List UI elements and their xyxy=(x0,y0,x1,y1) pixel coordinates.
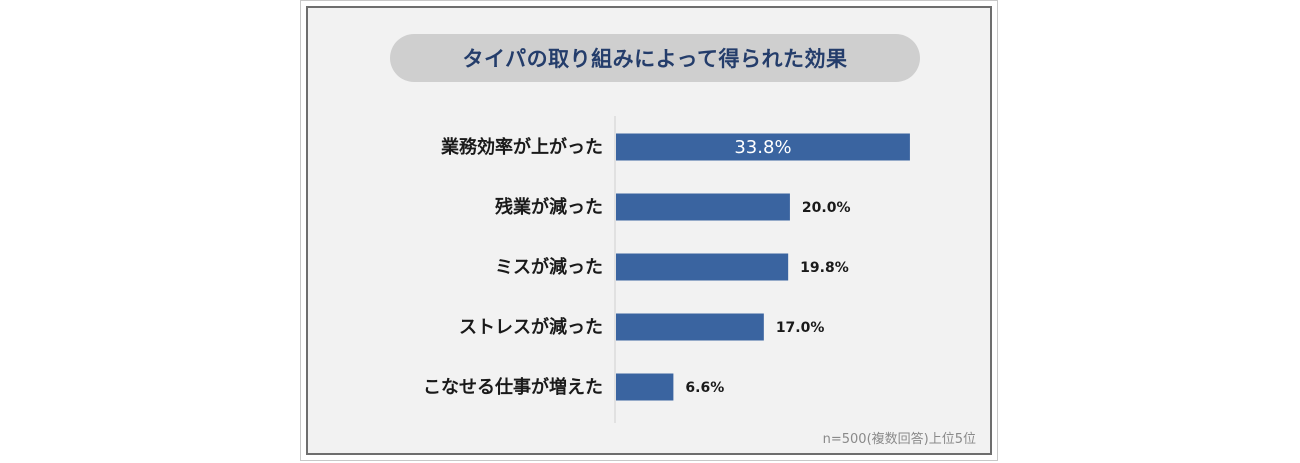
bar xyxy=(616,133,910,161)
bar-chart: 業務効率が上がった 33.8% 残業が減った 20.0% ミスが減った 19.8% ストレス… xyxy=(423,116,910,423)
category-label: ストレスが減った xyxy=(459,316,603,338)
category-label: 残業が減った xyxy=(495,196,603,218)
data-label: 33.8% xyxy=(734,137,791,158)
data-label: 19.8% xyxy=(800,260,849,276)
bar xyxy=(616,253,789,281)
bar xyxy=(616,373,674,401)
bar xyxy=(616,313,764,341)
category-label: ミスが減った xyxy=(495,256,603,278)
chart-panel: タイパの取り組みによって得られた効果 業務効率が上がった 33.8% 残業が減った 2… xyxy=(306,6,992,455)
chart-title: タイパの取り組みによって得られた効果 xyxy=(390,34,920,82)
data-label: 17.0% xyxy=(776,320,825,336)
category-label: 業務効率が上がった xyxy=(440,136,603,158)
chart-frame: タイパの取り組みによって得られた効果 業務効率が上がった 33.8% 残業が減った 2… xyxy=(300,0,998,461)
data-label: 6.6% xyxy=(685,380,724,396)
bar xyxy=(616,193,790,221)
data-label: 20.0% xyxy=(802,200,851,216)
sample-note: n=500(複数回答)上位5位 xyxy=(822,432,976,447)
category-label: こなせる仕事が増えた xyxy=(423,376,603,398)
